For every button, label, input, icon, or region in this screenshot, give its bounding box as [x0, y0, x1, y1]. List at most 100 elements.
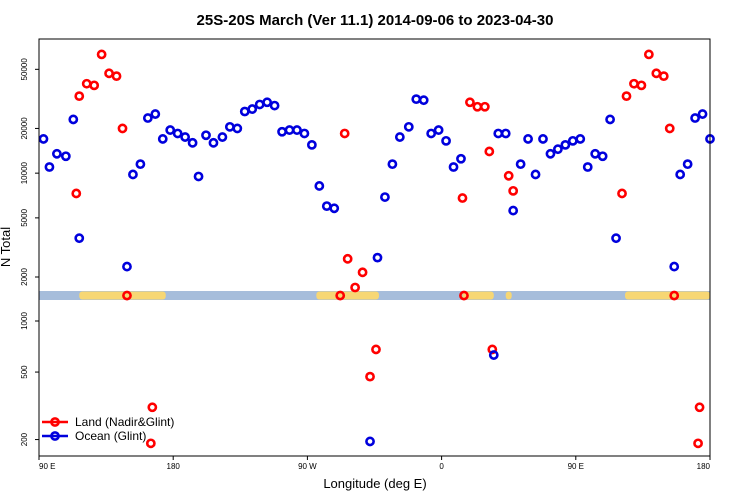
y-tick-label: 500 [20, 365, 29, 379]
ocean-point [597, 151, 608, 162]
land-band-segment [505, 291, 512, 300]
ocean-point [150, 109, 161, 119]
land-point [465, 97, 475, 108]
legend-marker [50, 431, 60, 441]
ocean-point [456, 153, 466, 164]
ocean-point [545, 148, 556, 159]
ocean-point [142, 113, 153, 123]
ocean-point [387, 159, 398, 170]
ocean-point [488, 350, 499, 360]
land-point [459, 290, 469, 301]
ocean-point [38, 134, 49, 144]
land-point [342, 253, 353, 264]
ocean-point [172, 128, 183, 139]
x-axis-title: Longitude (deg E) [323, 476, 426, 491]
ocean-point [582, 162, 593, 172]
land-band-segment [316, 291, 379, 300]
ocean-point [365, 436, 375, 447]
legend-marker [50, 417, 60, 427]
ocean-point [254, 99, 265, 110]
land-point [636, 80, 647, 91]
ocean-point [394, 132, 405, 142]
ocean-point [217, 132, 228, 142]
ocean-point [44, 162, 55, 172]
land-point [503, 170, 514, 181]
x-tick-label: 180 [697, 462, 711, 471]
ocean-point [247, 104, 258, 114]
ocean-point [567, 135, 578, 146]
land-point [81, 78, 92, 89]
land-point [111, 71, 122, 82]
ocean-point [611, 233, 621, 244]
ocean-point [697, 109, 708, 119]
land-point [71, 188, 82, 199]
land-point [472, 101, 483, 112]
ocean-point [433, 125, 444, 135]
x-tick-label: 180 [167, 462, 181, 471]
ocean-point [380, 192, 390, 202]
ocean-point [135, 159, 146, 170]
ocean-point [372, 252, 383, 263]
land-point [651, 68, 662, 79]
ocean-point [508, 205, 519, 216]
ocean-point [314, 181, 325, 191]
ocean-point [500, 128, 511, 139]
land-point [479, 101, 490, 112]
ocean-point [530, 169, 541, 180]
land-point [104, 68, 114, 79]
ocean-point [403, 121, 414, 132]
land-point [484, 146, 495, 157]
land-point [89, 80, 100, 91]
land-point [365, 371, 375, 382]
ocean-point [201, 130, 211, 141]
ocean-point [284, 125, 295, 135]
y-tick-label: 20000 [20, 117, 29, 140]
ocean-point [128, 169, 138, 180]
chart-title: 25S-20S March (Ver 11.1) 2014-09-06 to 2… [197, 12, 554, 29]
ocean-point [448, 162, 459, 172]
land-point [658, 71, 669, 82]
ocean-point [68, 114, 79, 125]
land-point [145, 438, 156, 449]
ocean-point [193, 171, 204, 182]
ocean-point [441, 135, 451, 146]
ocean-point [329, 203, 340, 214]
ocean-point [675, 169, 686, 180]
ocean-point [299, 128, 310, 139]
y-tick-label: 1000 [20, 312, 29, 330]
land-point [669, 290, 680, 301]
y-tick-label: 5000 [20, 208, 29, 226]
ocean-point [560, 139, 571, 150]
axes: 90 E 180 90 W 0 90 E 180 2000 5000 10000 20000 500… [20, 58, 711, 471]
land-point [74, 91, 85, 102]
ocean-point [262, 97, 273, 108]
ocean-point [605, 114, 615, 125]
land-point [457, 193, 468, 203]
land-band-segment [625, 291, 710, 300]
land-point [96, 49, 107, 60]
ocean-series [38, 94, 715, 447]
y-tick-label: 10000 [20, 161, 29, 184]
land-point [335, 290, 346, 301]
ocean-point [239, 106, 250, 117]
ocean-point [157, 134, 168, 144]
data-points [38, 49, 715, 449]
land-point [629, 78, 639, 89]
ocean-point [321, 201, 332, 212]
land-point [617, 188, 627, 199]
ocean-point [426, 128, 437, 139]
land-point [357, 267, 368, 278]
land-point [117, 123, 128, 134]
ocean-point [575, 134, 586, 144]
plot-frame [38, 38, 711, 457]
y-tick-label: 50000 [20, 58, 29, 81]
ocean-point [411, 94, 422, 105]
legend-label: Land (Nadir&Glint) [75, 415, 174, 429]
land-point [339, 128, 350, 139]
ocean-point [515, 159, 526, 170]
y-tick-label: 200 [20, 432, 29, 446]
ocean-point [224, 121, 235, 132]
ocean-point [122, 261, 132, 272]
legend-label: Ocean (Glint) [75, 429, 146, 443]
